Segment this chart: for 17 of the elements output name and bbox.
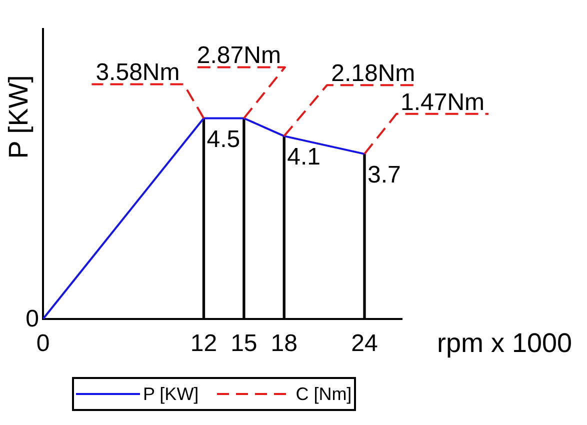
- annotation: 1.47Nm: [400, 88, 485, 116]
- annotation: 2.87Nm: [196, 42, 281, 70]
- data-label: 4.1: [287, 144, 320, 171]
- x-tick-label: 0: [36, 330, 50, 358]
- legend-label: C [Nm]: [296, 384, 352, 404]
- data-label: 3.7: [367, 162, 401, 189]
- x-tick-label: 15: [230, 330, 258, 358]
- x-axis-title: rpm x 1000: [437, 328, 572, 358]
- legend-label: P [KW]: [143, 384, 199, 404]
- x-tick-label: 12: [190, 330, 218, 358]
- annotation: 2.18Nm: [331, 60, 416, 88]
- data-label: 4.5: [206, 126, 240, 153]
- annotation: 3.58Nm: [96, 59, 180, 86]
- y-axis-title: P [KW]: [4, 75, 34, 159]
- x-tick-label: 24: [351, 330, 378, 358]
- annotation: 0: [26, 306, 39, 333]
- x-tick-label: 18: [270, 330, 298, 358]
